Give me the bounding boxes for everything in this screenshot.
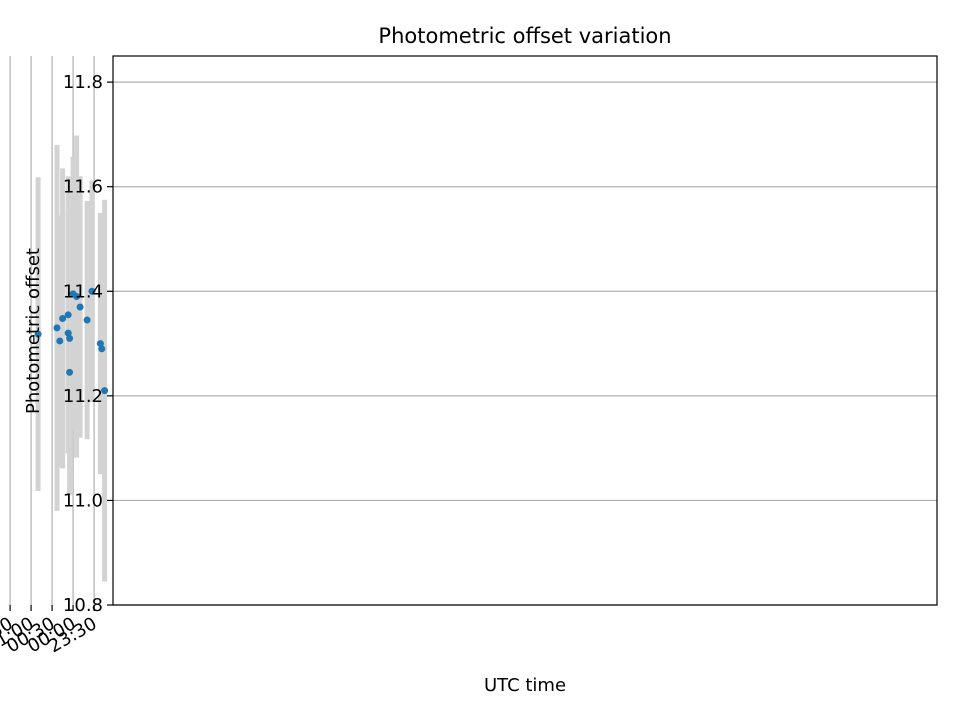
data-point	[88, 287, 96, 295]
data-point	[69, 290, 77, 298]
data-point	[96, 340, 104, 348]
data-point	[83, 316, 91, 324]
data-point	[76, 303, 84, 311]
data-point	[66, 368, 74, 376]
chart-title: Photometric offset variation	[378, 24, 671, 48]
y-tick-label: 11.2	[63, 386, 103, 407]
data-point	[59, 314, 67, 322]
data-point	[34, 330, 42, 338]
plot-frame	[112, 55, 938, 606]
data-point	[53, 324, 61, 332]
y-tick-label: 10.8	[63, 595, 103, 616]
y-axis-label: Photometric offset	[23, 248, 44, 414]
y-tick-label: 11.6	[63, 177, 103, 198]
y-tick-label: 11.8	[63, 72, 103, 93]
data-points	[34, 287, 109, 395]
y-axis-ticks: 10.8 11.0 11.2 11.4 11.6 11.8	[63, 72, 113, 616]
y-tick-label: 11.0	[63, 490, 103, 511]
data-point	[56, 337, 64, 345]
data-point	[101, 387, 109, 395]
x-axis-label: UTC time	[484, 675, 566, 696]
data-point	[64, 311, 72, 319]
y-tick-label: 11.4	[63, 281, 103, 302]
data-point	[64, 329, 72, 337]
